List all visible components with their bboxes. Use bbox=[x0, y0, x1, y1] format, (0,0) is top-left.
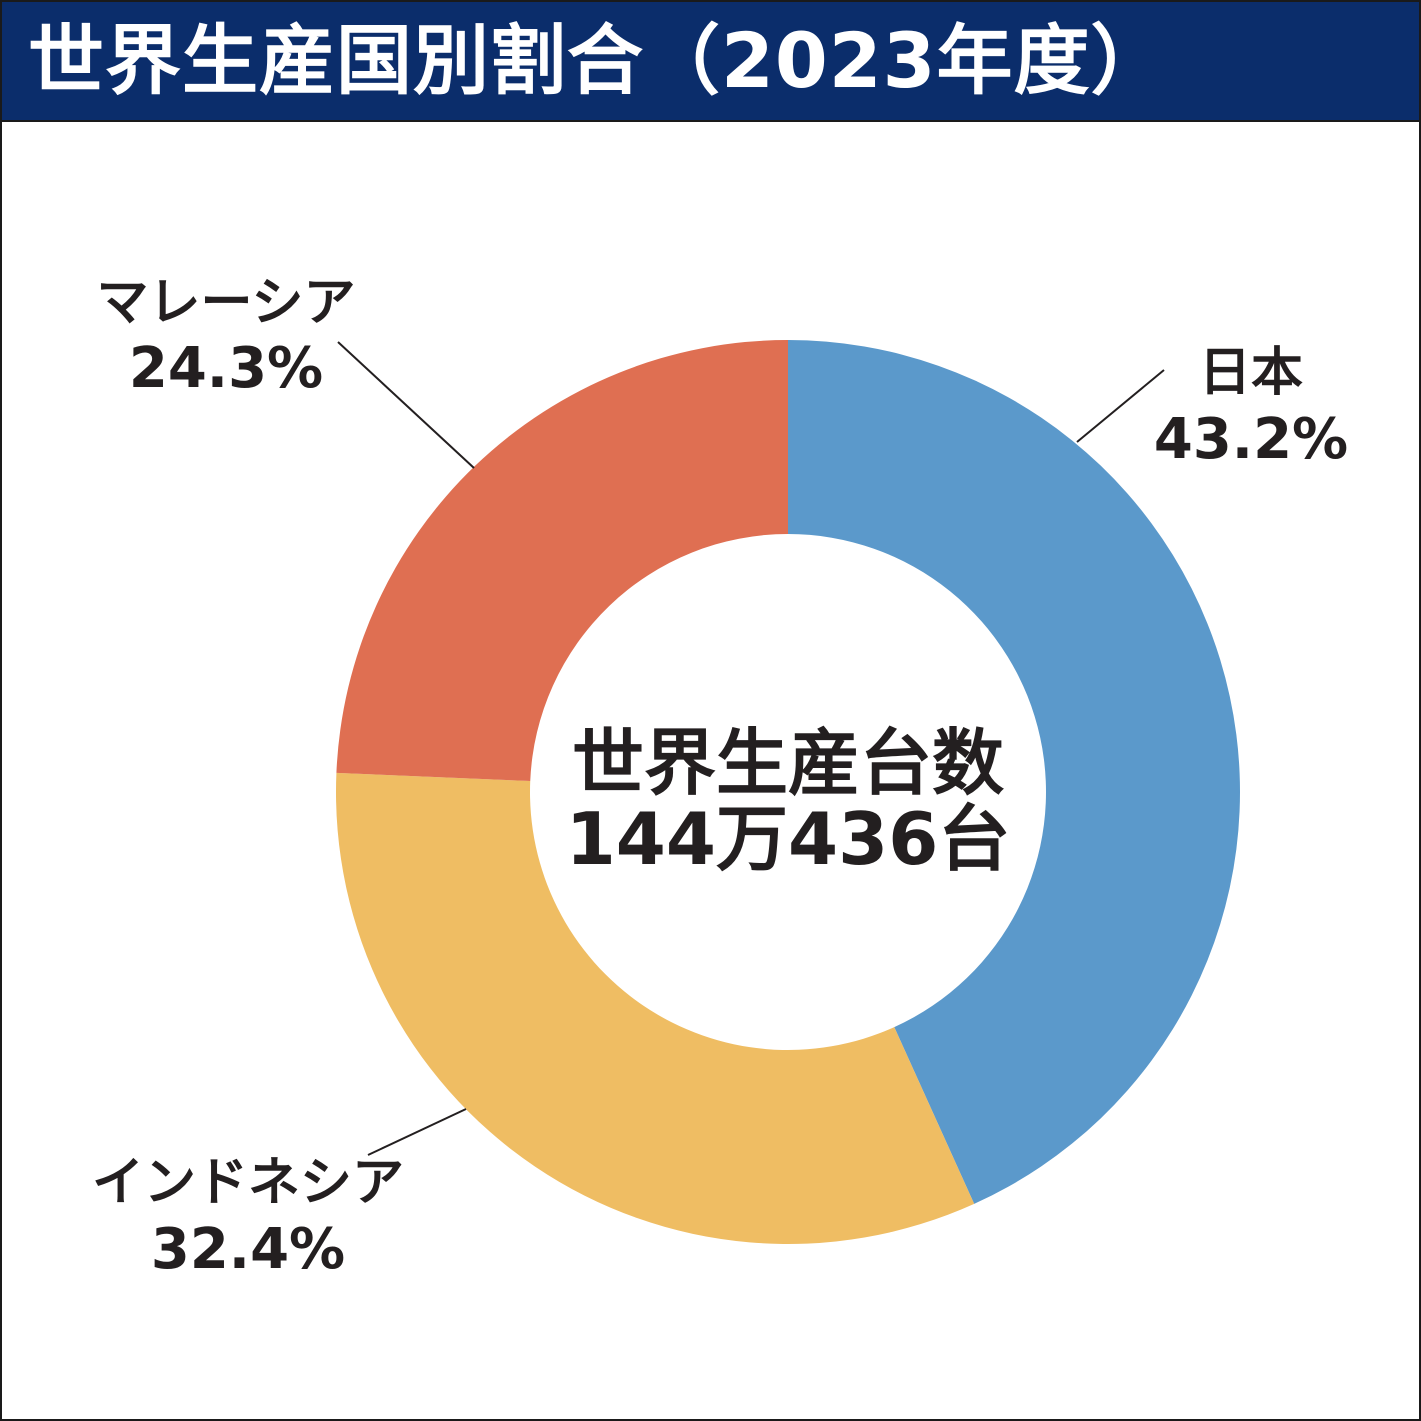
slice-value-malaysia: 24.3% bbox=[129, 336, 323, 401]
leader-lines bbox=[337, 341, 1165, 1156]
leader-line-japan bbox=[1076, 369, 1165, 443]
center-total: 144万436台 bbox=[566, 797, 1011, 881]
slice-value-indonesia: 32.4% bbox=[151, 1217, 345, 1282]
slice-label-malaysia: マレーシア bbox=[97, 273, 356, 333]
slice-indonesia bbox=[336, 772, 975, 1244]
leader-line-indonesia bbox=[367, 1108, 467, 1156]
slice-label-japan: 日本 bbox=[1199, 343, 1303, 403]
slice-value-japan: 43.2% bbox=[1154, 407, 1348, 472]
title-bar: 世界生産国別割合（2023年度） bbox=[2, 2, 1419, 122]
slice-label-indonesia: インドネシア bbox=[92, 1153, 404, 1213]
donut-slices bbox=[336, 340, 1241, 1244]
slice-japan bbox=[788, 340, 1241, 1204]
chart-title: 世界生産国別割合（2023年度） bbox=[28, 16, 1168, 105]
slice-malaysia bbox=[336, 340, 788, 782]
leader-line-malaysia bbox=[337, 341, 475, 469]
center-caption: 世界生産台数 bbox=[572, 721, 1004, 805]
